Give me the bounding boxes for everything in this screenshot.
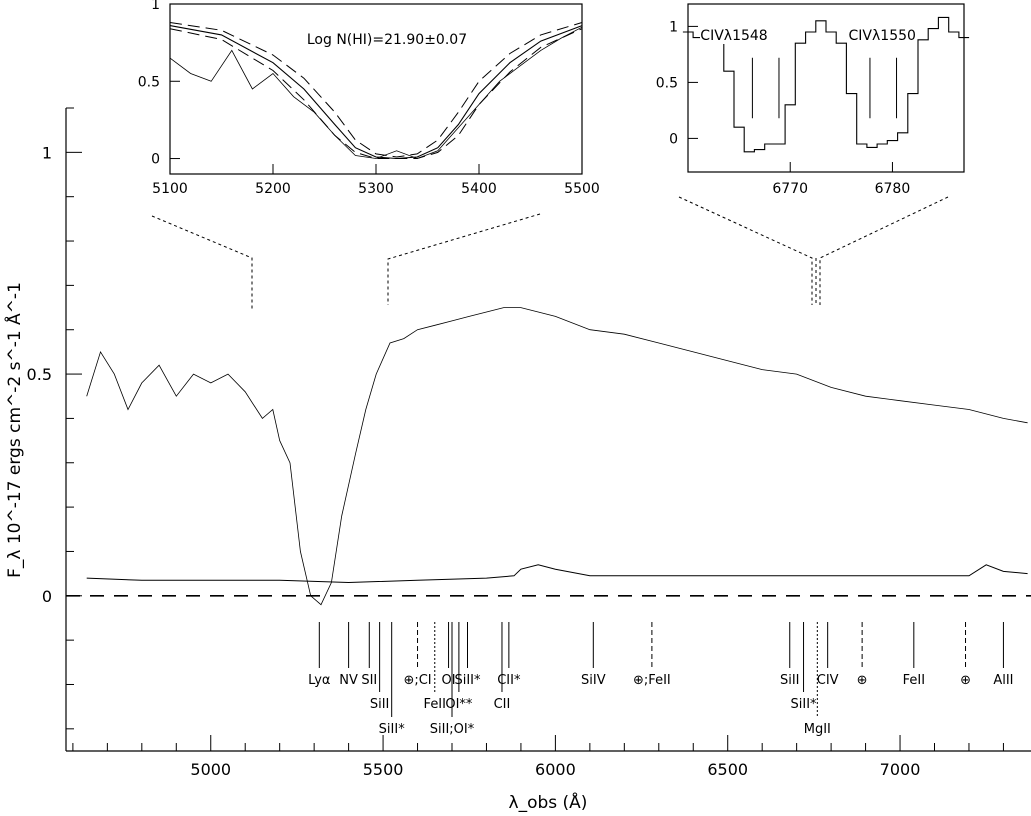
absorption-line-label: OI** bbox=[445, 697, 473, 712]
main-x-tick-label: 6500 bbox=[707, 760, 748, 779]
main-x-tick-label: 5500 bbox=[363, 760, 404, 779]
inset-right-ticks: 6770 6780 0 0.5 1 bbox=[656, 19, 911, 197]
civ-data-step-line bbox=[682, 16, 970, 153]
hi-data-line bbox=[169, 26, 583, 159]
flux-series-line bbox=[86, 307, 1028, 606]
civ-line-label: CIVλ1550 bbox=[849, 28, 916, 44]
inset-right-y-tick-label: 0 bbox=[669, 131, 678, 147]
absorption-line-label: SiII;OI* bbox=[430, 722, 475, 737]
inset-left-ticks: 5100 5200 5300 5400 5500 0 0.5 1 bbox=[138, 0, 600, 197]
inset-left-x-tick-label: 5400 bbox=[461, 181, 497, 197]
hi-column-density-annotation: Log N(HI)=21.90±0.07 bbox=[307, 32, 467, 48]
absorption-line-label: Lyα bbox=[308, 673, 330, 688]
absorption-line-label: SiII bbox=[780, 673, 800, 688]
inset-left-x-tick-label: 5300 bbox=[358, 181, 394, 197]
civ-label-background bbox=[700, 24, 768, 44]
hi-model-upper-line bbox=[169, 22, 583, 158]
inset-left-x-tick-label: 5100 bbox=[152, 181, 188, 197]
absorption-line-markers: Lyα NV SII SiII SiII* ⊕;CI FeII OI SiII;OI* OI** S… bbox=[308, 622, 1014, 737]
absorption-line-label: SiII* bbox=[379, 722, 406, 737]
inset-left-x-tick-label: 5200 bbox=[255, 181, 291, 197]
x-axis-label: λ_obs (Å) bbox=[509, 791, 588, 813]
inset-left-y-tick-label: 1 bbox=[151, 0, 160, 13]
main-x-tick-label: 6000 bbox=[535, 760, 576, 779]
hi-absorption-inset: 5100 5200 5300 5400 5500 0 0.5 1 Log N(HI)=21.9… bbox=[138, 0, 600, 197]
inset-right-x-tick-label: 6780 bbox=[875, 181, 911, 197]
absorption-line-label: AlII bbox=[993, 673, 1013, 688]
main-x-tick-label: 5000 bbox=[190, 760, 231, 779]
main-y-tick-label: 0.5 bbox=[27, 365, 52, 384]
absorption-line-label: SII bbox=[361, 673, 377, 688]
inset-left-y-tick-label: 0.5 bbox=[138, 74, 160, 90]
absorption-line-label: ⊕ bbox=[960, 673, 971, 688]
zoom-connectors bbox=[151, 196, 949, 310]
civ-line-label: CIVλ1548 bbox=[700, 28, 767, 44]
right-zoom-connector-b bbox=[819, 196, 949, 305]
inset-left-y-tick-label: 0 bbox=[151, 152, 160, 168]
absorption-line-label: MgII bbox=[804, 722, 831, 737]
main-x-ticks: 5000 5500 6000 6500 7000 bbox=[72, 735, 1004, 779]
absorption-line-label: ⊕;CI bbox=[403, 673, 431, 688]
inset-right-y-tick-label: 1 bbox=[669, 19, 678, 35]
inset-left-x-tick-label: 5500 bbox=[564, 181, 600, 197]
left-zoom-connector-a bbox=[151, 215, 253, 310]
absorption-line-label: ⊕;FeII bbox=[633, 673, 671, 688]
absorption-line-label: OI bbox=[442, 673, 456, 688]
absorption-line-label: FeII bbox=[903, 673, 925, 688]
absorption-line-label: CII* bbox=[497, 673, 521, 688]
absorption-line-label: SiII* bbox=[791, 697, 818, 712]
absorption-line-label: CII bbox=[494, 697, 511, 712]
inset-left-frame bbox=[169, 3, 583, 175]
inset-right-x-tick-label: 6770 bbox=[772, 181, 808, 197]
civ-doublet-inset: 6770 6780 0 0.5 1 CIVλ1548 CIVλ1550 bbox=[656, 3, 970, 197]
absorption-line-label: SiIV bbox=[581, 673, 606, 688]
error-series-line bbox=[86, 564, 1028, 584]
right-zoom-connector-a bbox=[678, 196, 813, 305]
main-y-tick-label: 0 bbox=[42, 587, 52, 606]
civ-labels: CIVλ1548 CIVλ1550 bbox=[700, 24, 917, 44]
civ-marker-lines bbox=[751, 57, 898, 119]
main-x-tick-label: 7000 bbox=[880, 760, 921, 779]
absorption-line-label: SiII bbox=[370, 697, 390, 712]
absorption-line-label: ⊕ bbox=[857, 673, 868, 688]
absorption-line-label: FeII bbox=[424, 697, 446, 712]
main-panel: 5000 5500 6000 6500 7000 00.51 Lyα NV SIISiIIS… bbox=[3, 107, 1031, 813]
absorption-line-label: SiII* bbox=[454, 673, 481, 688]
civ-label-background bbox=[848, 24, 917, 44]
hi-model-line bbox=[169, 25, 583, 160]
main-y-tick-label: 1 bbox=[42, 143, 52, 162]
absorption-line-label: NV bbox=[339, 673, 358, 688]
absorption-line-label: CIV bbox=[817, 673, 839, 688]
left-zoom-connector-b bbox=[387, 213, 541, 305]
main-y-ticks: 00.51 bbox=[27, 107, 82, 730]
inset-right-y-tick-label: 0.5 bbox=[656, 75, 678, 91]
y-axis-label: F_λ 10^-17 ergs cm^-2 s^-1 Å^-1 bbox=[3, 282, 25, 578]
